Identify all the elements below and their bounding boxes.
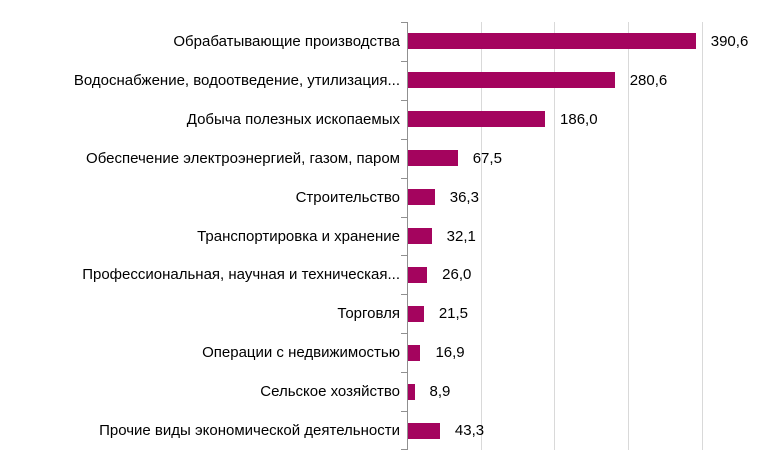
value-label: 67,5: [472, 149, 502, 167]
bar: [408, 228, 432, 244]
value-label: 186,0: [560, 110, 598, 128]
y-axis-tick: [401, 372, 407, 373]
bar: [408, 111, 546, 128]
bar: [408, 33, 696, 50]
bar: [408, 150, 458, 167]
category-label: Обеспечение электроэнергией, газом, паро…: [86, 149, 400, 167]
value-label: 32,1: [446, 227, 476, 245]
bar: [408, 344, 421, 361]
category-label: Транспортировка и хранение: [197, 227, 400, 245]
plot-area: 390,6 280,6 186,0 67,5 36,3 32,1 26,0 21,5 16,9 8…: [401, 22, 760, 450]
category-label: Обрабатывающие производства: [173, 32, 400, 50]
y-axis-tick: [401, 333, 407, 334]
bar: [408, 422, 440, 439]
category-label: Добыча полезных ископаемых: [186, 110, 400, 128]
bar: [408, 383, 415, 400]
vertical-gridline: [480, 22, 482, 450]
value-label: 16,9: [435, 344, 465, 362]
value-label: 21,5: [438, 305, 469, 323]
category-label: Сельское хозяйство: [260, 383, 400, 401]
y-axis-tick: [401, 139, 407, 140]
y-axis-tick: [401, 61, 407, 62]
category-label: Профессиональная, научная и техническая.…: [82, 266, 400, 284]
value-label: 36,3: [449, 188, 479, 206]
category-label: Водоснабжение, водоотведение, утилизация…: [73, 71, 400, 89]
y-axis-line: [407, 22, 408, 450]
category-label: Прочие виды экономической деятельности: [99, 422, 400, 440]
value-label: 43,3: [454, 422, 485, 440]
vertical-gridline: [628, 22, 629, 450]
value-label: 390,6: [710, 32, 749, 50]
y-axis-tick: [401, 178, 407, 179]
y-axis-tick: [401, 294, 407, 295]
y-axis-tick: [401, 22, 407, 23]
y-axis-tick: [401, 411, 407, 412]
vertical-gridline: [701, 22, 703, 450]
value-label: 26,0: [442, 266, 472, 284]
y-axis-tick: [401, 217, 407, 218]
category-label: Операции с недвижимостью: [202, 344, 400, 362]
bar: [408, 189, 435, 206]
bar: [408, 305, 424, 322]
category-label: Торговля: [337, 305, 400, 323]
value-label: 280,6: [629, 71, 668, 89]
bar: [408, 72, 615, 89]
bar: [408, 266, 428, 283]
vertical-gridline: [554, 22, 556, 450]
category-label: Строительство: [295, 188, 400, 206]
value-label: 8,9: [429, 383, 451, 401]
y-axis-tick: [401, 255, 407, 256]
y-axis-tick: [401, 100, 407, 101]
